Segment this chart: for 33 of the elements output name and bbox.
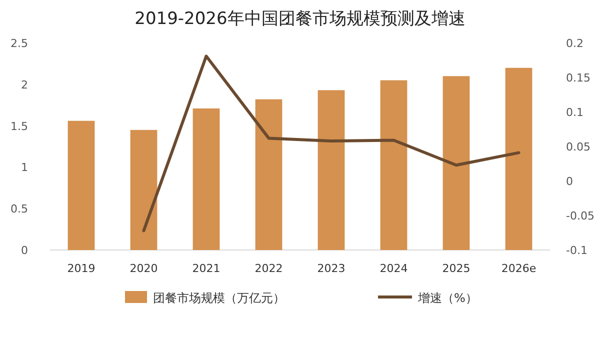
y-tick-label: 2.5 (10, 37, 28, 50)
y2-tick-label: 0.2 (566, 37, 584, 50)
bar (192, 108, 220, 250)
y2-tick-label: 0.15 (566, 72, 590, 84)
bar (380, 80, 408, 250)
line-series (142, 54, 520, 232)
y-tick-label: 2 (21, 78, 28, 92)
y-tick-label: 0.5 (10, 202, 28, 216)
y2-tick-label: -0.1 (566, 244, 588, 257)
legend-label: 增速（%） (417, 291, 478, 305)
y2-tick-label: 0 (566, 175, 573, 188)
y2-tick-label: 0.05 (566, 140, 590, 154)
legend-label: 团餐市场规模（万亿元） (153, 291, 285, 305)
y-tick-label: 0 (21, 244, 28, 257)
x-tick-label: 2022 (254, 262, 283, 275)
bar (318, 90, 345, 250)
x-tick-label: 2023 (317, 262, 346, 275)
y-tick-label: 1 (21, 161, 28, 174)
x-tick-label: 2019 (67, 262, 96, 275)
x-tick-label: 2020 (130, 262, 158, 275)
bar (505, 68, 532, 250)
bar (68, 120, 95, 250)
y-tick-label: 1.5 (10, 120, 28, 133)
x-tick-label: 2026e (501, 262, 536, 275)
x-tick-label: 2021 (192, 262, 220, 275)
bar (255, 99, 282, 250)
x-tick-label: 2025 (442, 262, 470, 275)
bar (442, 76, 470, 250)
y2-tick-label: -0.05 (566, 210, 594, 222)
x-tick-label: 2024 (380, 262, 408, 275)
bar (130, 130, 158, 250)
y2-tick-label: 0.1 (566, 106, 584, 119)
chart-title: 2019-2026年中国团餐市场规模预测及增速 (134, 9, 466, 29)
